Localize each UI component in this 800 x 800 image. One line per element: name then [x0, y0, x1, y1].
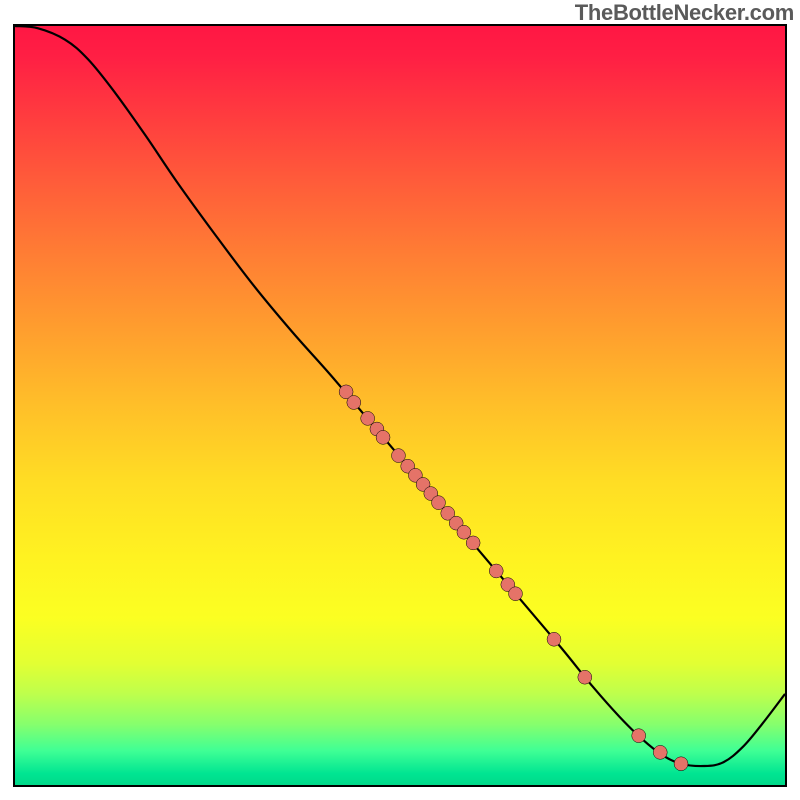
- data-marker: [391, 449, 405, 463]
- data-marker: [632, 729, 646, 743]
- markers-group: [339, 385, 688, 771]
- data-marker: [376, 430, 390, 444]
- data-marker: [547, 632, 561, 646]
- curve-layer: [15, 26, 785, 785]
- data-marker: [432, 496, 446, 510]
- data-marker: [347, 396, 361, 410]
- data-marker: [457, 525, 471, 539]
- data-marker: [674, 757, 688, 771]
- data-marker: [466, 536, 480, 550]
- bottleneck-curve: [15, 26, 785, 766]
- data-marker: [578, 670, 592, 684]
- watermark-text: TheBottleNecker.com: [575, 0, 794, 26]
- data-marker: [361, 411, 375, 425]
- data-marker: [489, 564, 503, 578]
- data-marker: [509, 587, 523, 601]
- plot-area: [13, 24, 787, 787]
- chart-container: TheBottleNecker.com: [0, 0, 800, 800]
- data-marker: [653, 745, 667, 759]
